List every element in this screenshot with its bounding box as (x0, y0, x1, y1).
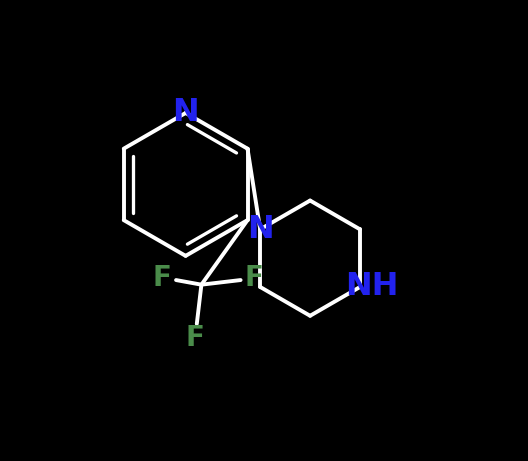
Text: NH: NH (345, 272, 398, 302)
Text: N: N (172, 97, 199, 129)
Text: F: F (185, 324, 204, 352)
Text: F: F (153, 264, 172, 292)
Text: F: F (244, 264, 263, 292)
Text: N: N (247, 214, 274, 245)
